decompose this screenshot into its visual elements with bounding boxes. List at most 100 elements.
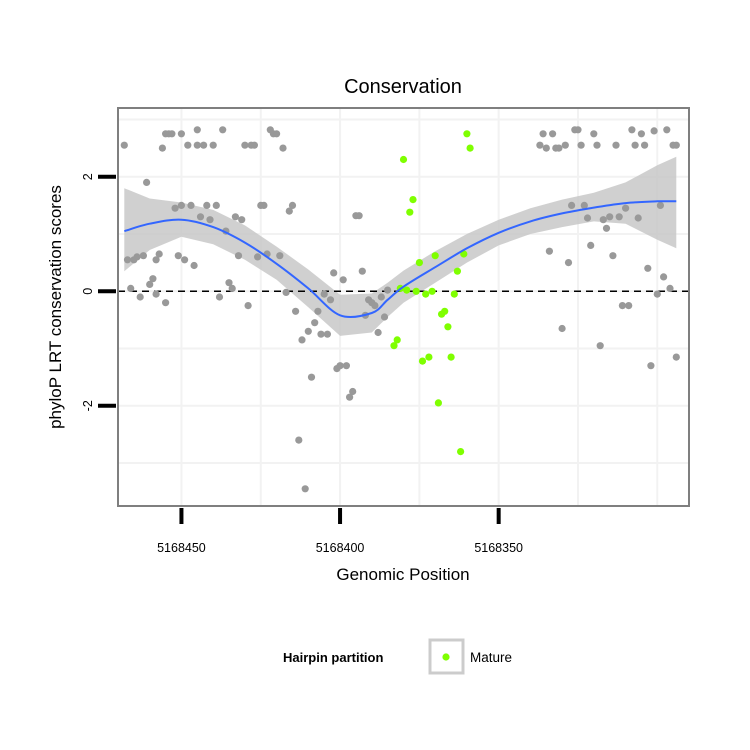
data-point	[336, 362, 344, 370]
data-point	[587, 241, 595, 249]
data-point	[612, 141, 620, 149]
y-tick-label: -2	[81, 400, 95, 411]
y-axis-ticks: -2 0 2	[81, 173, 116, 411]
data-point	[590, 130, 598, 138]
data-points	[120, 126, 680, 493]
data-point	[377, 293, 385, 301]
data-point	[549, 130, 557, 138]
data-point	[307, 373, 316, 381]
data-point-mature	[425, 353, 433, 361]
data-point	[177, 201, 185, 209]
data-point-mature	[466, 144, 474, 152]
y-axis-title: phyloP LRT conservation scores	[46, 185, 65, 429]
x-tick-label: 5168450	[157, 541, 206, 555]
data-point	[326, 296, 335, 304]
data-point	[628, 126, 636, 134]
data-point	[181, 256, 189, 264]
data-point	[545, 247, 554, 255]
data-point	[637, 130, 646, 138]
data-point-mature	[393, 336, 401, 344]
data-point	[634, 214, 642, 222]
data-point	[193, 141, 201, 149]
grid-lines	[118, 108, 689, 506]
data-point-mature	[463, 130, 471, 138]
data-point	[602, 224, 611, 232]
data-point	[139, 252, 147, 260]
data-point	[672, 353, 680, 361]
data-point	[184, 141, 192, 149]
data-point	[653, 290, 661, 298]
data-point	[577, 141, 585, 149]
data-point	[133, 253, 141, 261]
data-point-mature	[457, 448, 465, 456]
data-point-mature	[390, 342, 398, 350]
data-point	[631, 141, 639, 149]
data-point-mature	[409, 196, 417, 204]
data-point	[177, 130, 185, 138]
data-point	[346, 393, 354, 401]
data-point	[171, 204, 179, 212]
data-point	[301, 485, 309, 493]
data-point	[320, 290, 328, 298]
data-point	[542, 144, 550, 152]
data-point	[304, 327, 312, 335]
data-point	[155, 250, 163, 258]
data-point	[143, 178, 151, 186]
y-tick-label: 0	[81, 288, 95, 295]
data-point-mature	[450, 290, 458, 298]
data-point	[647, 362, 655, 370]
data-point	[212, 201, 220, 209]
data-point	[276, 252, 284, 260]
data-point	[656, 201, 665, 209]
data-point	[219, 126, 227, 134]
data-point	[193, 126, 201, 134]
legend: Hairpin partition Mature	[283, 638, 512, 675]
data-point	[295, 436, 303, 444]
data-point	[241, 141, 249, 149]
data-point	[358, 267, 366, 275]
smooth-curve	[124, 200, 677, 319]
smooth-line	[124, 200, 677, 319]
data-point	[250, 141, 258, 149]
data-point	[342, 362, 350, 370]
plot-panel-border	[117, 107, 690, 507]
data-point	[244, 302, 252, 310]
data-point	[127, 284, 135, 292]
data-point	[203, 201, 211, 209]
data-point-mature	[418, 357, 427, 365]
data-point	[317, 330, 325, 338]
data-point	[371, 302, 379, 310]
data-point	[285, 207, 293, 215]
data-point	[558, 324, 566, 333]
data-point	[606, 213, 614, 221]
data-point	[279, 144, 287, 152]
data-point	[568, 201, 576, 209]
data-point	[615, 213, 623, 221]
data-point	[311, 319, 319, 327]
data-point	[574, 126, 582, 134]
data-point	[536, 141, 544, 149]
data-point	[339, 276, 347, 284]
data-point-mature	[431, 252, 439, 260]
data-point	[238, 216, 246, 224]
data-point	[625, 302, 633, 310]
data-point	[663, 126, 671, 134]
data-point-mature	[444, 323, 452, 331]
y-tick-label: 2	[81, 173, 95, 180]
data-point	[583, 214, 592, 222]
data-point	[168, 130, 176, 138]
data-point	[660, 273, 668, 281]
data-point-mature	[447, 353, 455, 361]
data-point-mature	[441, 307, 449, 315]
data-point	[355, 212, 363, 220]
data-point	[561, 141, 569, 149]
data-point	[672, 141, 680, 149]
data-point	[641, 141, 649, 149]
data-point	[215, 293, 224, 301]
data-point	[273, 130, 281, 138]
data-point	[123, 256, 132, 264]
data-point	[539, 130, 547, 138]
data-point	[564, 259, 573, 267]
data-point	[666, 284, 674, 292]
